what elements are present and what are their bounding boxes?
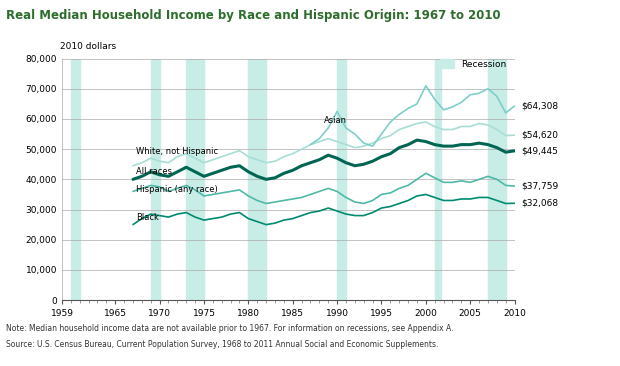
Text: Real Median Household Income by Race and Hispanic Origin: 1967 to 2010: Real Median Household Income by Race and… bbox=[6, 9, 501, 22]
Bar bbox=[488, 59, 506, 300]
Bar bbox=[71, 59, 80, 300]
Text: Black: Black bbox=[136, 213, 159, 221]
Text: 2010 dollars: 2010 dollars bbox=[60, 42, 116, 51]
Text: $37,759: $37,759 bbox=[521, 182, 558, 191]
Bar bbox=[337, 59, 346, 300]
Text: $49,445: $49,445 bbox=[521, 146, 557, 155]
Text: $54,620: $54,620 bbox=[521, 131, 558, 140]
Legend: Recession: Recession bbox=[437, 56, 510, 72]
Bar bbox=[151, 59, 159, 300]
Text: Source: U.S. Census Bureau, Current Population Survey, 1968 to 2011 Annual Socia: Source: U.S. Census Bureau, Current Popu… bbox=[6, 340, 438, 350]
Bar bbox=[249, 59, 266, 300]
Text: All races: All races bbox=[136, 167, 172, 176]
Bar bbox=[186, 59, 204, 300]
Text: Hispanic (any race): Hispanic (any race) bbox=[136, 186, 218, 194]
Text: Asian: Asian bbox=[324, 116, 347, 125]
Text: $32,068: $32,068 bbox=[521, 199, 558, 208]
Text: Note: Median household income data are not available prior to 1967. For informat: Note: Median household income data are n… bbox=[6, 324, 454, 333]
Text: $64,308: $64,308 bbox=[521, 101, 558, 111]
Text: White, not Hispanic: White, not Hispanic bbox=[136, 147, 218, 156]
Bar bbox=[435, 59, 441, 300]
